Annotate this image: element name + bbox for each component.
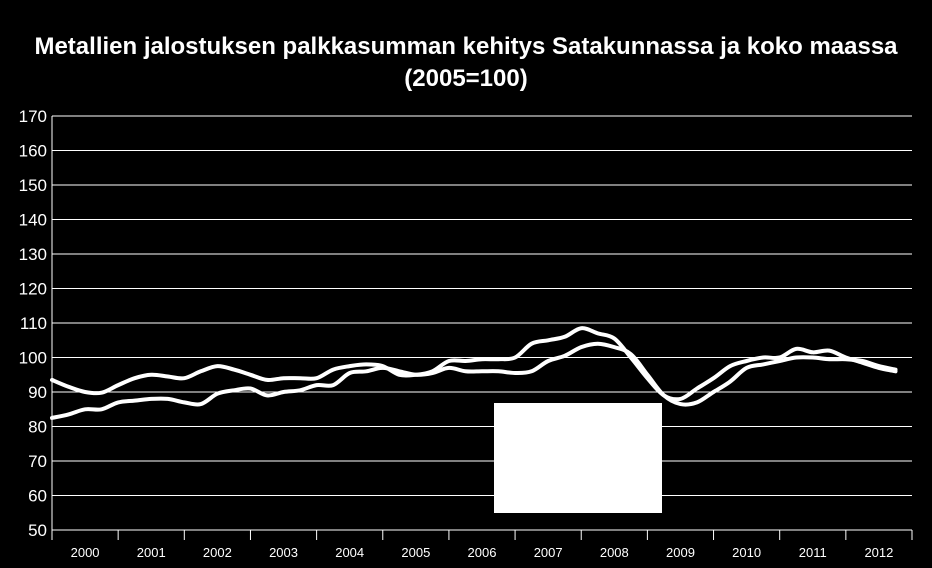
- y-tick-label: 170: [19, 107, 47, 126]
- y-tick-label: 80: [28, 418, 47, 437]
- x-tick-label: 2004: [335, 545, 364, 560]
- y-tick-label: 160: [19, 142, 47, 161]
- x-tick-label: 2009: [666, 545, 695, 560]
- x-tick-label: 2008: [600, 545, 629, 560]
- y-tick-label: 100: [19, 349, 47, 368]
- series-line-1: [50, 326, 898, 402]
- y-axis: 50 60 70 80 90 100 110 120 130 140 150 160 170: [19, 107, 47, 540]
- x-tick-label: 2000: [71, 545, 100, 560]
- x-tick-label: 2005: [401, 545, 430, 560]
- y-tick-label: 150: [19, 176, 47, 195]
- series-line-2: [50, 341, 898, 420]
- y-tick-label: 50: [28, 521, 47, 540]
- chart-title: Metallien jalostuksen palkkasumman kehit…: [34, 33, 898, 60]
- y-tick-label: 120: [19, 280, 47, 299]
- x-tick-label: 2012: [864, 545, 893, 560]
- y-tick-label: 140: [19, 211, 47, 230]
- y-tick-label: 90: [28, 383, 47, 402]
- x-tick-label: 2003: [269, 545, 298, 560]
- grid: [51, 115, 912, 540]
- x-tick-label: 2002: [203, 545, 232, 560]
- series-lines: [50, 326, 898, 420]
- x-tick-label: 2010: [732, 545, 761, 560]
- y-tick-label: 70: [28, 452, 47, 471]
- y-tick-label: 110: [20, 314, 47, 333]
- x-tick-label: 2006: [468, 545, 497, 560]
- y-tick-label: 130: [19, 245, 47, 264]
- x-tick-label: 2011: [799, 545, 827, 560]
- x-axis: 2000 2001 2002 2003 2004 2005 2006 2007 2008 2009…: [51, 530, 913, 560]
- y-tick-label: 60: [28, 487, 47, 506]
- x-tick-label: 2007: [534, 545, 563, 560]
- x-tick-label: 2001: [137, 545, 166, 560]
- white-overlay-box: [494, 403, 662, 513]
- chart-subtitle: (2005=100): [404, 65, 527, 92]
